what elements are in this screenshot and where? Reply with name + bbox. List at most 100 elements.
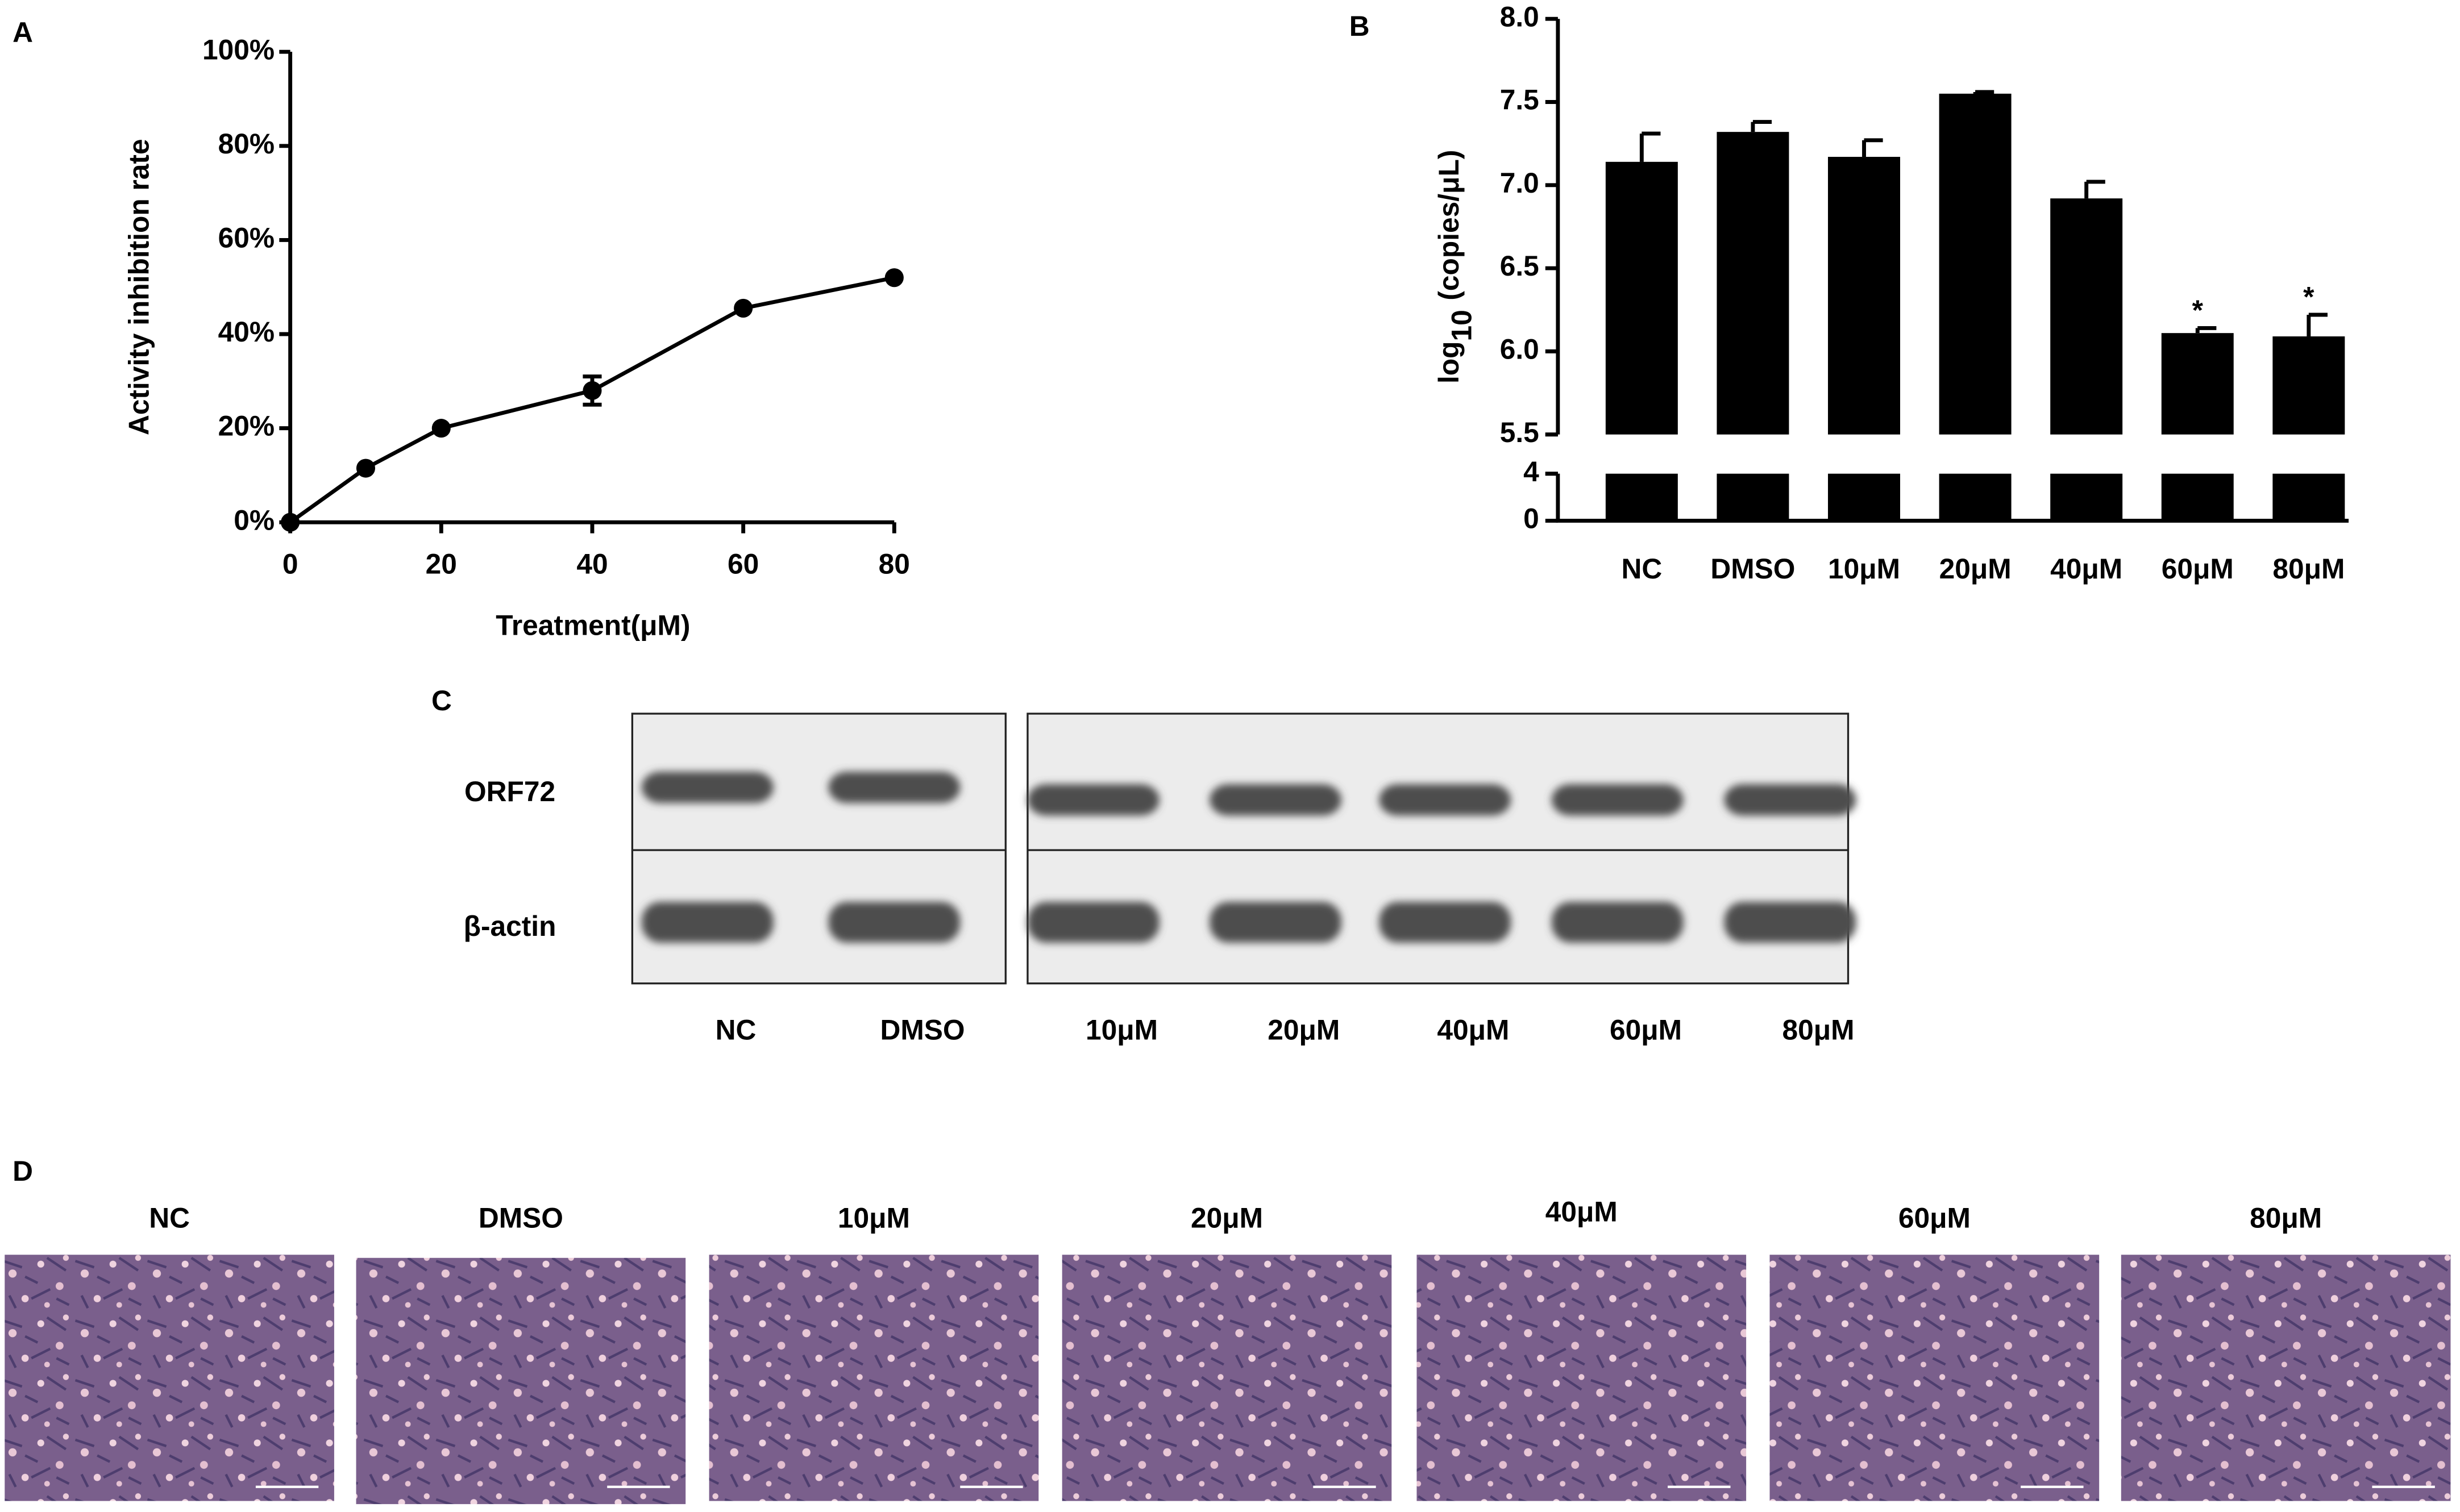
bar [2272,336,2345,435]
blot-band [828,772,961,803]
bar [2161,333,2234,435]
row-label: ORF72 [464,776,555,807]
x-tick-label: 0 [282,548,298,580]
x-tick-label: 40μM [2050,553,2122,585]
x-tick-label: DMSO [1710,553,1795,585]
y-tick-label: 6.0 [1500,333,1539,365]
data-point [431,419,451,438]
blot-band [1027,902,1160,943]
annotation: * [2192,294,2204,326]
y-axis-title: log10 (copies/μL) [1433,150,1477,384]
data-point [734,298,753,318]
blot-band [828,902,961,943]
x-tick-label: 20μM [1939,553,2012,585]
row-label: β-actin [464,910,556,942]
bar [2050,198,2123,435]
y-tick-label: 80% [218,128,275,160]
annotation: * [2303,281,2314,313]
blot-band [1724,784,1856,816]
image-title: 40μM [1545,1196,1618,1228]
micrograph [1062,1255,1392,1501]
bar-lower [2272,473,2345,521]
bar [1717,132,1789,435]
y-axis-title-subscript: 10 [1445,310,1477,341]
x-tick-label: 80μM [2272,553,2345,585]
y-tick-label: 7.5 [1500,84,1539,116]
blot-band [641,772,774,803]
y-axis-title: Activity inhibition rate [123,139,155,435]
y-tick-label: 60% [218,222,275,254]
bar [1828,157,1901,435]
blot-band [641,902,774,943]
y-tick-label: 40% [218,316,275,348]
image-title: 10μM [838,1202,910,1234]
x-tick-label: 60 [728,548,759,580]
blot-band [1027,784,1160,816]
x-axis-title: Treatment(μM) [496,609,690,641]
data-point [356,459,376,478]
data-point [281,513,300,532]
y-axis-title-base: log [1433,341,1465,383]
data-point [583,381,602,400]
y-tick-label: 5.5 [1500,416,1539,448]
y-tick-label: 100% [202,34,275,65]
data-point [884,268,904,288]
x-tick-label: 20 [426,548,457,580]
error-bar [1862,138,1883,157]
lane-label: NC [716,1014,757,1046]
micrograph [356,1257,686,1505]
y-tick-label: 7.0 [1500,167,1539,199]
image-title: 20μM [1191,1202,1263,1234]
lane-label: 60μM [1610,1014,1682,1046]
y-tick-label: 20% [218,410,275,442]
blot-band [1551,902,1684,943]
y-tick-label: 8.0 [1500,1,1539,32]
blot-band [1210,902,1341,943]
bar-lower [1605,473,1678,521]
image-title: 60μM [1898,1202,1971,1234]
lane-label: DMSO [880,1014,965,1046]
y-tick-label: 6.5 [1500,250,1539,282]
panel-label: A [13,16,33,48]
error-bar [2307,313,2328,337]
axis-line [288,52,895,524]
x-tick-label: NC [1621,553,1662,585]
x-tick-label: 60μM [2162,553,2234,585]
image-title: 80μM [2250,1202,2322,1234]
bar-lower [1939,473,2012,521]
micrograph [5,1255,334,1501]
y-tick-label: 0% [234,504,275,536]
blot-band [1724,902,1856,943]
data-line [289,276,895,524]
lane-label: 40μM [1437,1014,1509,1046]
x-tick-label: 80 [879,548,910,580]
micrograph [709,1255,1039,1501]
micrograph [1769,1255,2100,1501]
y-tick-label: 4 [1523,456,1539,488]
bar-lower [1717,473,1789,521]
blot-band [1551,784,1684,816]
image-title: NC [149,1202,190,1234]
blot-band [1379,902,1511,943]
x-tick-label: 10μM [1828,553,1900,585]
bar [1605,161,1678,435]
error-bar [1639,131,1661,162]
blot-frame [631,713,1007,985]
bar-lower [2161,473,2234,521]
error-bar [1973,90,1994,94]
blot-band [1210,784,1341,816]
micrograph [1416,1255,1747,1501]
x-tick-label: 40 [576,548,608,580]
bar-lower [1828,473,1901,521]
panel-label: D [13,1155,33,1187]
bar-lower [2050,473,2123,521]
y-axis-title-rest: (copies/μL) [1433,150,1465,301]
panel-label: B [1349,10,1370,42]
error-bar [2084,180,2105,199]
panel-label: C [431,685,452,717]
lane-label: 20μM [1268,1014,1340,1046]
blot-band [1379,784,1511,816]
image-title: DMSO [479,1202,563,1234]
y-tick-label: 0 [1523,503,1539,535]
